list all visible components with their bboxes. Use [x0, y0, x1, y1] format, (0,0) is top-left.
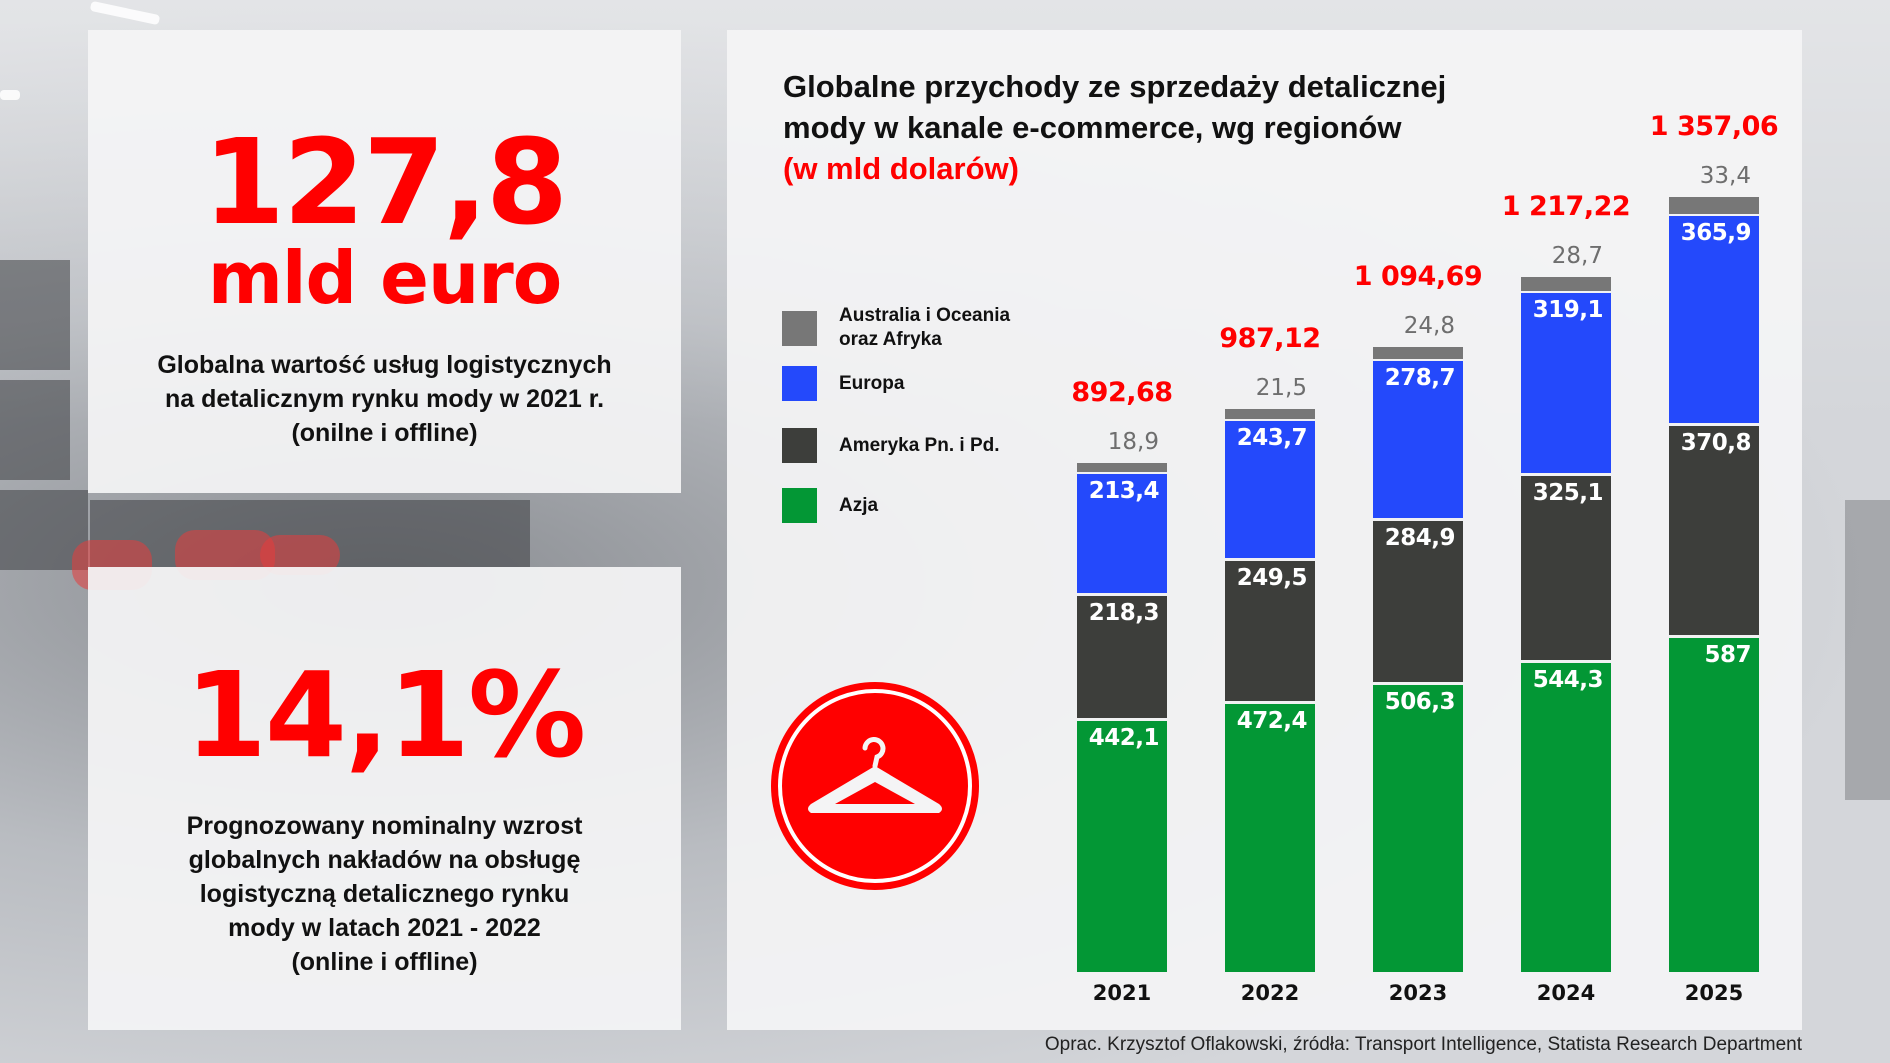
segment-value-label: 319,1 — [1532, 297, 1604, 324]
blue-swatch-icon — [782, 366, 817, 401]
segment-asia: 472,4 — [1225, 704, 1315, 972]
legend-item-americas: Ameryka Pn. i Pd. — [782, 428, 1000, 463]
storage-bin — [0, 380, 70, 480]
x-axis-year-label: 2024 — [1536, 981, 1596, 1005]
segment-value-label: 284,9 — [1384, 525, 1456, 552]
segment-americas: 249,5 — [1225, 560, 1315, 702]
chart-title-line: mody w kanale e-commerce, wg regionów — [783, 110, 1402, 145]
segment-value-label: 28,7 — [1551, 242, 1603, 269]
description-line: mody w latach 2021 - 2022 — [228, 914, 541, 942]
description-line: Globalna wartość usług logistycznych — [157, 351, 612, 379]
segment-value-label: 24,8 — [1403, 313, 1455, 340]
legend-label: Azja — [839, 494, 879, 516]
segment-asia: 442,1 — [1077, 721, 1167, 972]
segment-oceania-africa — [1521, 276, 1611, 292]
stat-value: 127,8 — [202, 113, 568, 251]
segment-value-label: 370,8 — [1680, 429, 1752, 456]
segment-asia: 506,3 — [1373, 684, 1463, 972]
stat-unit: mld euro — [207, 236, 562, 320]
description-line: (onilne i offline) — [291, 419, 478, 447]
chart-subtitle: (w mld dolarów) — [783, 151, 1019, 186]
segment-value-label: 249,5 — [1236, 564, 1308, 591]
description-line: globalnych nakładów na obsługę — [188, 846, 581, 874]
total-value-label: 1 094,69 — [1353, 261, 1483, 293]
legend-label: Ameryka Pn. i Pd. — [839, 434, 1000, 456]
description-line: logistyczną detalicznego rynku — [199, 880, 570, 908]
chart-title: Globalne przychody ze sprzedaży detalicz… — [783, 66, 1446, 189]
segment-americas: 370,8 — [1669, 425, 1759, 636]
segment-americas: 284,9 — [1373, 521, 1463, 682]
segment-value-label: 544,3 — [1532, 666, 1604, 693]
segment-value-label: 18,9 — [1107, 428, 1159, 455]
clothes-hanger-icon — [771, 682, 979, 890]
x-axis-year-label: 2021 — [1092, 981, 1152, 1005]
segment-value-label: 33,4 — [1699, 162, 1751, 189]
legend-label: Australia i Oceania oraz Afryka — [839, 304, 1010, 352]
stat-description: Prognozowany nominalny wzrost globalnych… — [88, 809, 681, 979]
segment-value-label: 218,3 — [1088, 600, 1160, 627]
segment-value-label: 442,1 — [1088, 725, 1160, 752]
segment-value-label: 325,1 — [1532, 480, 1604, 507]
segment-value-label: 506,3 — [1384, 688, 1456, 715]
total-value-label: 1 357,06 — [1649, 110, 1779, 142]
description-line: na detalicznym rynku mody w 2021 r. — [164, 385, 605, 413]
segment-europe: 365,9 — [1669, 215, 1759, 423]
legend-label-line: oraz Afryka — [839, 329, 942, 350]
segment-value-label: 213,4 — [1088, 477, 1160, 504]
segment-americas: 218,3 — [1077, 596, 1167, 719]
legend-label-line: Australia i Oceania — [839, 305, 1011, 326]
ceiling-light — [89, 0, 161, 26]
segment-value-label: 21,5 — [1255, 374, 1307, 401]
description-line: Prognozowany nominalny wzrost — [186, 812, 583, 840]
segment-value-label: 278,7 — [1384, 365, 1456, 392]
segment-europe: 278,7 — [1373, 361, 1463, 519]
segment-oceania-africa — [1077, 462, 1167, 472]
stat-description: Globalna wartość usług logistycznych na … — [88, 348, 681, 450]
legend-item-oceania-africa: Australia i Oceania oraz Afryka — [782, 304, 1010, 352]
chart-panel: Globalne przychody ze sprzedaży detalicz… — [727, 30, 1802, 1030]
green-swatch-icon — [782, 488, 817, 523]
legend-item-asia: Azja — [782, 488, 878, 523]
segment-americas: 325,1 — [1521, 476, 1611, 660]
segment-value-label: 587 — [1704, 642, 1751, 669]
source-footer: Oprac. Krzysztof Oflakowski, źródła: Tra… — [1044, 1034, 1802, 1055]
segment-value-label: 365,9 — [1680, 219, 1752, 246]
total-value-label: 1 217,22 — [1501, 190, 1631, 222]
x-axis-year-label: 2022 — [1240, 981, 1300, 1005]
stat-card-logistics-value: 127,8 mld euro Globalna wartość usług lo… — [88, 30, 681, 493]
stat-value: 14,1% — [184, 646, 586, 784]
legend-label: Europa — [839, 372, 905, 394]
description-line: (online i offline) — [291, 948, 478, 976]
segment-europe: 243,7 — [1225, 421, 1315, 558]
dark-swatch-icon — [782, 428, 817, 463]
segment-oceania-africa — [1373, 347, 1463, 360]
storage-bin — [0, 260, 70, 370]
segment-value-label: 243,7 — [1236, 425, 1308, 452]
segment-europe: 319,1 — [1521, 293, 1611, 474]
segment-asia: 587 — [1669, 638, 1759, 972]
pillar — [1845, 500, 1890, 800]
x-axis-year-label: 2023 — [1388, 981, 1448, 1005]
legend-item-europe: Europa — [782, 366, 904, 401]
segment-asia: 544,3 — [1521, 662, 1611, 972]
segment-oceania-africa — [1225, 408, 1315, 420]
gray-swatch-icon — [782, 310, 817, 346]
ceiling-light — [0, 90, 20, 100]
total-value-label: 892,68 — [1071, 376, 1173, 408]
segment-europe: 213,4 — [1077, 473, 1167, 594]
segment-value-label: 472,4 — [1236, 708, 1308, 735]
stat-card-growth: 14,1% Prognozowany nominalny wzrost glob… — [88, 567, 681, 1030]
chart-title-line: Globalne przychody ze sprzedaży detalicz… — [783, 69, 1447, 104]
total-value-label: 987,12 — [1219, 322, 1321, 354]
x-axis-year-label: 2025 — [1684, 981, 1744, 1005]
segment-oceania-africa — [1669, 196, 1759, 214]
